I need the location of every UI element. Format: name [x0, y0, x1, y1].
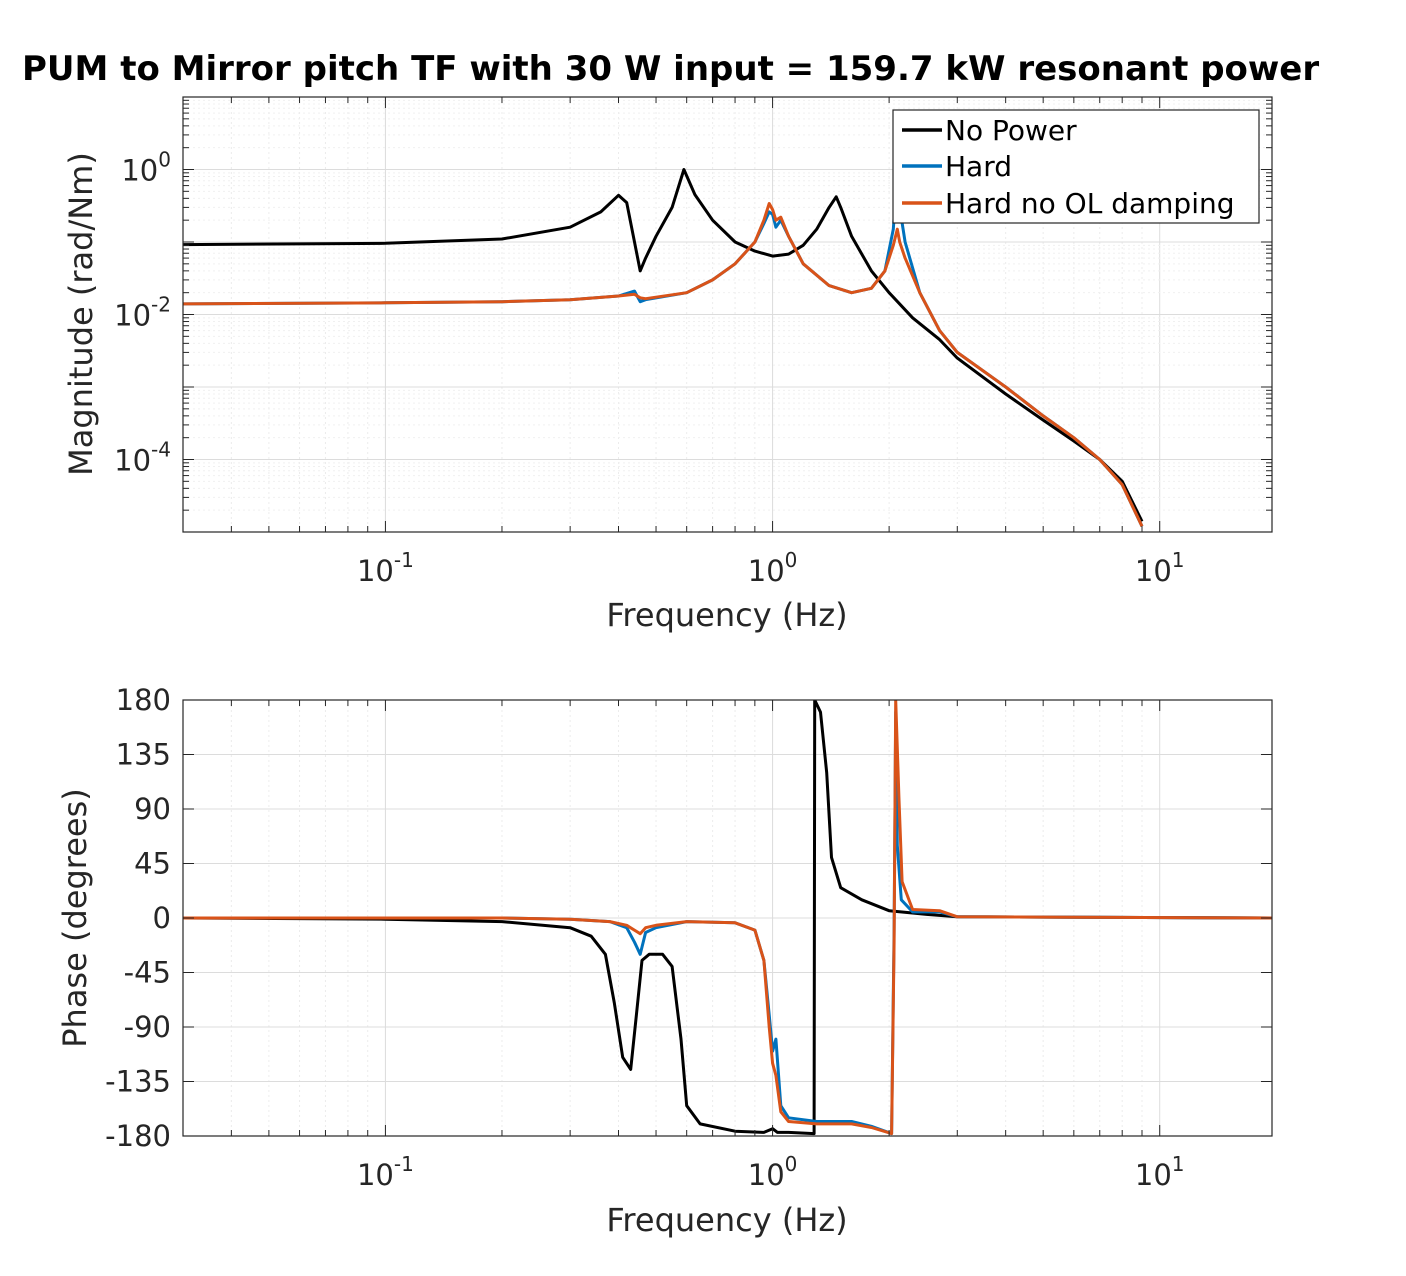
- phase-series: [183, 700, 1272, 1136]
- legend-label-hard-no-ol-damping: Hard no OL damping: [945, 187, 1235, 220]
- tick-exponent: -1: [394, 1152, 414, 1176]
- phase-y-tick-label: 0: [153, 901, 171, 935]
- tick-base: 10: [357, 554, 394, 588]
- magnitude-grid: [183, 97, 1272, 532]
- magnitude-x-tick-label: 101: [1135, 548, 1185, 588]
- tick-exponent: 1: [1172, 548, 1185, 572]
- phase-x-tick-label: 101: [1135, 1152, 1185, 1192]
- magnitude-series: [183, 168, 1144, 527]
- magnitude-series-hard-no-ol-damping: [183, 202, 1144, 527]
- phase-x-label: Frequency (Hz): [606, 1201, 847, 1239]
- tick-base: 10: [748, 554, 785, 588]
- legend-label-hard: Hard: [945, 150, 1012, 183]
- legend-box: [892, 109, 1260, 224]
- phase-y-label: Phase (degrees): [56, 788, 94, 1048]
- magnitude-y-label: Magnitude (rad/Nm): [62, 152, 100, 476]
- magnitude-y-tick-label: 10-2: [114, 293, 171, 333]
- phase-y-tick-label: 45: [134, 847, 171, 881]
- tick-base: 10: [114, 299, 151, 333]
- tick-base: 10: [1135, 554, 1172, 588]
- tick-base: 10: [357, 1158, 394, 1192]
- tick-exponent: -4: [151, 438, 171, 462]
- phase-x-ticks: 10-1 100 101: [230, 700, 1185, 1192]
- phase-y-tick-label: -90: [124, 1010, 171, 1044]
- tick-base: 10: [748, 1158, 785, 1192]
- tick-base: 10: [121, 154, 158, 188]
- phase-x-tick-label: 100: [748, 1152, 798, 1192]
- tick-exponent: -2: [151, 293, 171, 317]
- tick-exponent: -1: [394, 548, 414, 572]
- tick-exponent: 1: [1172, 1152, 1185, 1176]
- phase-series-hard: [183, 710, 1272, 1136]
- phase-x-tick-label: 10-1: [357, 1152, 414, 1192]
- phase-y-tick-label: -45: [124, 956, 171, 990]
- magnitude-x-ticks: 10-1 100 101: [230, 97, 1185, 588]
- legend-label-no-power: No Power: [945, 114, 1077, 147]
- tick-base: 10: [114, 444, 151, 478]
- phase-y-tick-label: -135: [105, 1065, 171, 1099]
- phase-series-hard-no-ol-damping: [183, 700, 1272, 1136]
- figure-title: PUM to Mirror pitch TF with 30 W input =…: [22, 49, 1319, 89]
- phase-y-tick-label: -180: [105, 1119, 171, 1153]
- magnitude-series-no-power: [183, 168, 1144, 523]
- magnitude-x-label: Frequency (Hz): [606, 596, 847, 634]
- legend: No Power Hard Hard no OL damping: [892, 109, 1260, 224]
- phase-y-tick-label: 180: [116, 683, 171, 717]
- magnitude-y-tick-label: 100: [121, 148, 171, 188]
- tick-exponent: 0: [785, 1152, 798, 1176]
- phase-y-tick-label: 135: [116, 738, 171, 772]
- tick-exponent: 0: [158, 148, 171, 172]
- phase-y-tick-label: 90: [134, 792, 171, 826]
- magnitude-x-tick-label: 10-1: [357, 548, 414, 588]
- tick-base: 10: [1135, 1158, 1172, 1192]
- phase-y-ticks: 180 135 90 45 0 -45 -90 -135 -180: [105, 683, 1272, 1153]
- phase-series-no-power: [183, 700, 1272, 1136]
- magnitude-y-tick-label: 10-4: [114, 438, 171, 478]
- magnitude-x-tick-label: 100: [748, 548, 798, 588]
- tick-exponent: 0: [785, 548, 798, 572]
